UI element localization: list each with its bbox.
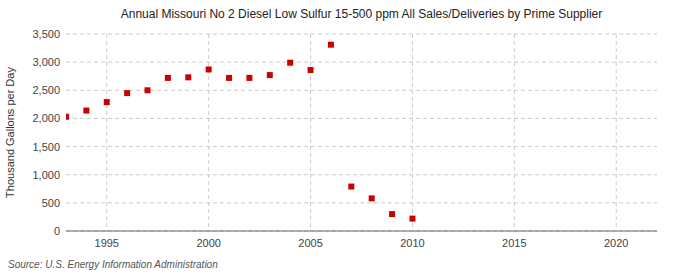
x-grid-line <box>514 34 515 231</box>
y-tick-label: 500 <box>42 197 60 209</box>
y-grid-line <box>66 118 657 119</box>
point <box>409 216 415 222</box>
y-grid-line <box>66 231 657 232</box>
x-grid-line <box>208 34 209 231</box>
y-tick-label: 3,500 <box>32 28 60 40</box>
y-axis-label: Thousand Gallons per Day <box>4 67 16 198</box>
x-tick-label: 1995 <box>95 237 119 249</box>
y-tick-label: 1,500 <box>32 141 60 153</box>
point <box>389 211 395 217</box>
source-note: Source: U.S. Energy Information Administ… <box>8 259 218 270</box>
x-grid-line <box>616 34 617 231</box>
y-tick-label: 2,000 <box>32 112 60 124</box>
point <box>206 66 212 72</box>
point <box>145 87 151 93</box>
point <box>83 108 89 114</box>
point <box>369 195 375 201</box>
y-grid-line <box>66 174 657 175</box>
point <box>226 75 232 81</box>
y-grid-line <box>66 62 657 63</box>
x-tick-label: 2015 <box>502 237 526 249</box>
chart: Annual Missouri No 2 Diesel Low Sulfur 1… <box>0 0 675 275</box>
point <box>185 74 191 80</box>
title: Annual Missouri No 2 Diesel Low Sulfur 1… <box>121 7 603 21</box>
point <box>267 72 273 78</box>
y-grid-line <box>66 34 657 35</box>
point <box>104 99 110 105</box>
point <box>287 60 293 66</box>
point <box>308 67 314 73</box>
points <box>66 42 415 222</box>
x-tick-label: 2010 <box>400 237 424 249</box>
y-grid-line <box>66 202 657 203</box>
y-grid-line <box>66 146 657 147</box>
point <box>66 114 69 120</box>
y-tick-label: 1,000 <box>32 169 60 181</box>
point <box>328 42 334 48</box>
grid <box>66 34 657 231</box>
x-tick-label: 2000 <box>196 237 220 249</box>
y-tick-label: 2,500 <box>32 84 60 96</box>
x-grid-line <box>310 34 311 231</box>
point <box>246 75 252 81</box>
y-tick-label: 0 <box>54 225 60 237</box>
x-grid-line <box>412 34 413 231</box>
x-grid-line <box>106 34 107 231</box>
x-tick-label: 2005 <box>298 237 322 249</box>
point <box>165 75 171 81</box>
point <box>124 90 130 96</box>
y-grid-line <box>66 90 657 91</box>
x-axis-line <box>66 231 657 232</box>
point <box>348 184 354 190</box>
x-tick-label: 2020 <box>604 237 628 249</box>
y-tick-label: 3,000 <box>32 56 60 68</box>
